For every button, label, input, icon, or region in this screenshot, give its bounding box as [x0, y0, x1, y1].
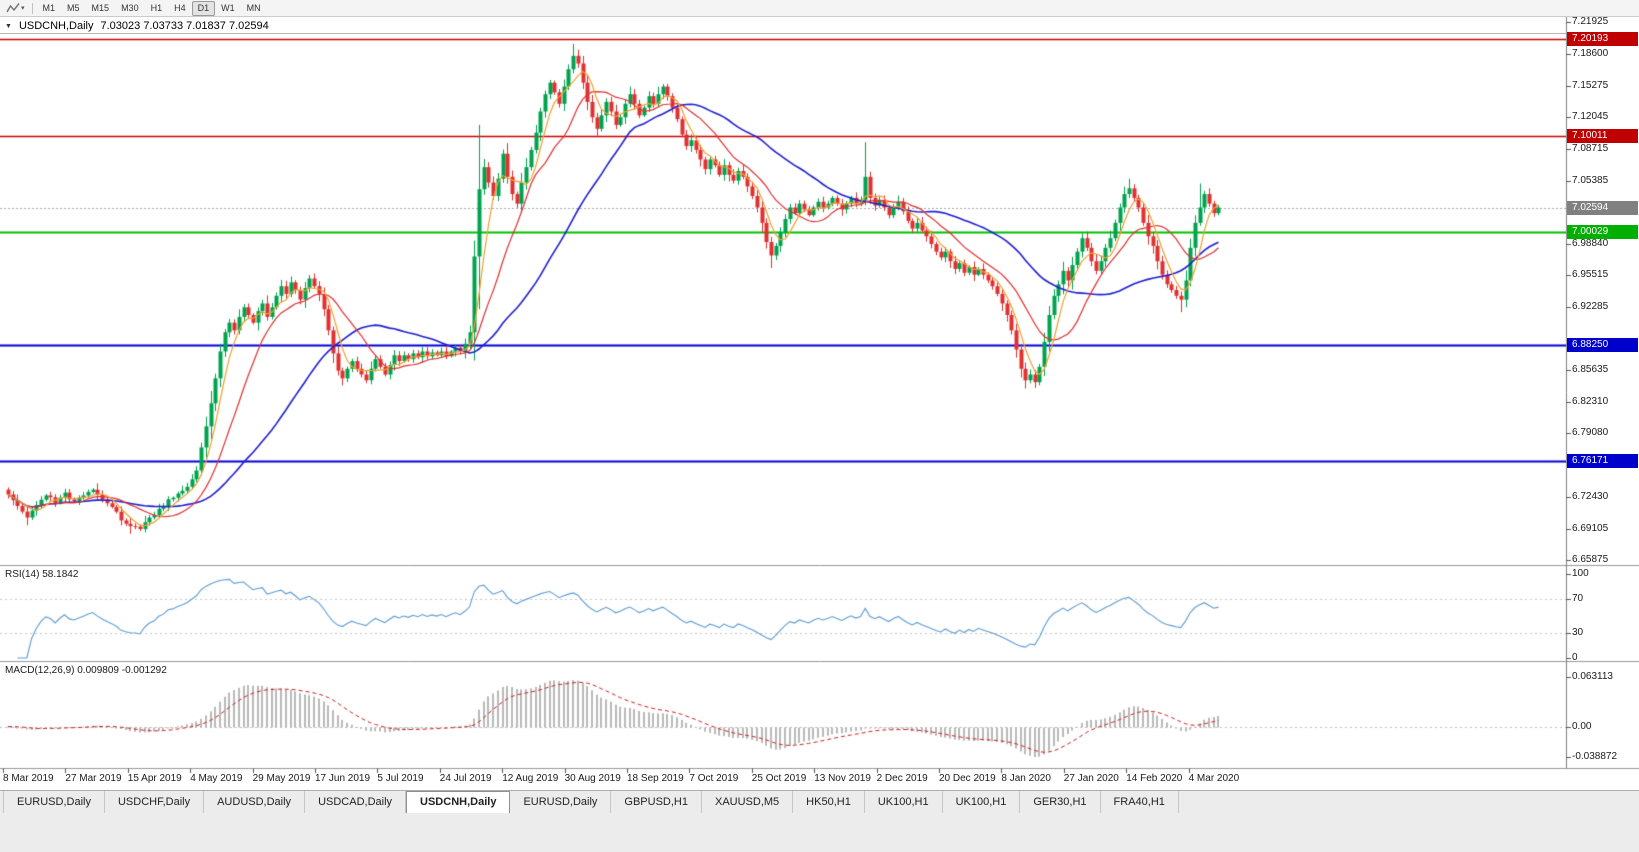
rsi-axis-label: 70 [1572, 593, 1584, 605]
date-axis-label: 15 Apr 2019 [127, 773, 182, 784]
macd-axis-label: 0.00 [1572, 720, 1592, 732]
chart-symbol-period: USDCNH,Daily [18, 20, 94, 32]
chart-tab-usdcnh-daily[interactable]: USDCNH,Daily [406, 791, 511, 813]
timeframe-button-M15[interactable]: M15 [91, 2, 110, 13]
chart-tab-audusd-daily[interactable]: AUDUSD,Daily [204, 791, 306, 813]
timeframe-button-M30[interactable]: M30 [121, 2, 139, 13]
date-axis-label: 18 Sep 2019 [627, 773, 684, 784]
timeframe-button-H4[interactable]: H4 [174, 2, 186, 13]
price-axis-label: 6.65875 [1572, 554, 1609, 565]
rsi-label: RSI(14) [5, 569, 40, 580]
timeframe-button-M5[interactable]: M5 [67, 2, 80, 13]
price-axis-label: 6.72430 [1572, 491, 1609, 503]
price-badge: 7.10011 [1567, 129, 1638, 144]
chart-tab-uk100-h1[interactable]: UK100,H1 [943, 791, 1021, 813]
chart-tab-xauusd-m5[interactable]: XAUUSD,M5 [702, 791, 794, 813]
timeframe-button-H1[interactable]: H1 [150, 2, 163, 13]
price-badge: 6.88250 [1567, 338, 1638, 353]
chart-tab-eurusd-daily[interactable]: EURUSD,Daily [3, 791, 105, 813]
chart-header: ▼ USDCNH,Daily 7.03023 7.03733 7.01837 7… [0, 19, 1566, 34]
date-axis-label: 27 Jan 2020 [1063, 773, 1119, 784]
date-axis-label: 12 Aug 2019 [502, 773, 559, 784]
rsi-value: 58.1842 [42, 569, 79, 580]
price-axis-label: 6.92285 [1572, 300, 1609, 312]
timeframe-bar: M1 M5 M15 M30 H1 H4 D1 W1 MN [37, 0, 267, 16]
price-axis-label: 7.18600 [1572, 47, 1609, 59]
price-badge: 7.00029 [1567, 225, 1638, 240]
date-axis-label: 5 Jul 2019 [377, 773, 424, 784]
chart-tab-usdcad-daily[interactable]: USDCAD,Daily [305, 791, 407, 813]
dropdown-caret-icon: ▾ [21, 4, 25, 12]
chart-tab-hk50-h1[interactable]: HK50,H1 [793, 791, 865, 813]
macd-axis-label: 0.063113 [1572, 671, 1613, 682]
price-axis-label: 7.15275 [1572, 79, 1609, 91]
bottom-strip [0, 813, 1639, 852]
timeframe-button-W1[interactable]: W1 [221, 2, 235, 13]
date-axis-label: 7 Oct 2019 [689, 773, 739, 784]
date-axis-label: 30 Aug 2019 [564, 773, 621, 784]
price-axis-label: 6.85635 [1572, 364, 1609, 376]
price-badge: 7.20193 [1567, 31, 1638, 46]
date-axis-label: 29 May 2019 [252, 773, 311, 784]
macd-axis-label: -0.038872 [1572, 751, 1618, 762]
rsi-axis-label: 0 [1572, 652, 1578, 663]
chart-tab-uk100-h1[interactable]: UK100,H1 [865, 791, 943, 813]
chart-tab-bar: EURUSD,Daily USDCHF,Daily AUDUSD,Daily USDC… [0, 790, 1639, 813]
price-axis-label: 6.82310 [1572, 396, 1609, 408]
date-axis-label: 14 Feb 2020 [1126, 773, 1183, 784]
date-axis-label: 2 Dec 2019 [876, 773, 928, 784]
macd-indicator-title: MACD(12,26,9) 0.009809 -0.001292 [5, 665, 167, 676]
date-axis-label: 8 Jan 2020 [1001, 773, 1051, 784]
rsi-indicator-title: RSI(14) 58.1842 [5, 569, 78, 580]
timeframe-button-MN[interactable]: MN [246, 2, 261, 13]
price-axis-label: 6.98840 [1572, 237, 1609, 249]
price-axis-label: 6.69105 [1572, 522, 1609, 534]
date-axis-label: 8 Mar 2019 [3, 773, 54, 784]
chart-tab-usdchf-daily[interactable]: USDCHF,Daily [105, 791, 205, 813]
price-badge: 7.02594 [1567, 200, 1638, 215]
price-axis-label: 7.21925 [1572, 16, 1609, 27]
date-axis-label: 20 Dec 2019 [939, 773, 996, 784]
indicators-button[interactable]: ▾ [3, 1, 28, 16]
price-axis-label: 7.12045 [1572, 110, 1609, 122]
macd-label: MACD(12,26,9) [5, 665, 75, 676]
price-axis-label: 6.79080 [1572, 427, 1609, 439]
date-axis-label: 24 Jul 2019 [439, 773, 492, 784]
collapse-chart-icon[interactable]: ▼ [5, 22, 12, 30]
date-axis-label: 13 Nov 2019 [814, 773, 871, 784]
chart-tab-fra40-h1[interactable]: FRA40,H1 [1101, 791, 1179, 813]
price-chart-canvas[interactable] [0, 17, 1639, 790]
chart-window: ▼ USDCNH,Daily 7.03023 7.03733 7.01837 7… [0, 16, 1639, 790]
rsi-axis-label: 30 [1572, 626, 1584, 638]
price-axis-label: 7.05385 [1572, 174, 1609, 186]
chart-tab-eurusd-daily[interactable]: EURUSD,Daily [510, 791, 612, 813]
date-axis-label: 17 Jun 2019 [315, 773, 371, 784]
timeframe-button-M1[interactable]: M1 [42, 2, 56, 13]
price-axis-label: 6.95515 [1572, 269, 1609, 281]
date-axis-label: 4 May 2019 [190, 773, 243, 784]
price-badge: 6.76171 [1567, 454, 1638, 469]
toolbar-separator [31, 2, 33, 14]
date-axis-label: 25 Oct 2019 [751, 773, 807, 784]
date-axis-label: 27 Mar 2019 [65, 773, 122, 784]
rsi-axis-label: 100 [1572, 568, 1589, 579]
chart-tab-gbpusd-h1[interactable]: GBPUSD,H1 [611, 791, 702, 813]
top-toolbar: ▾ M1 M5 M15 M30 H1 H4 D1 W1 MN [0, 0, 1639, 17]
price-axis-label: 7.08715 [1572, 142, 1609, 154]
zigzag-indicator-icon [6, 3, 20, 13]
macd-values: 0.009809 -0.001292 [77, 665, 167, 676]
date-axis-label: 4 Mar 2020 [1188, 773, 1240, 784]
chart-ohlc-values: 7.03023 7.03733 7.01837 7.02594 [100, 20, 269, 32]
timeframe-button-D1[interactable]: D1 [191, 0, 216, 16]
chart-tab-ger30-h1[interactable]: GER30,H1 [1020, 791, 1101, 813]
